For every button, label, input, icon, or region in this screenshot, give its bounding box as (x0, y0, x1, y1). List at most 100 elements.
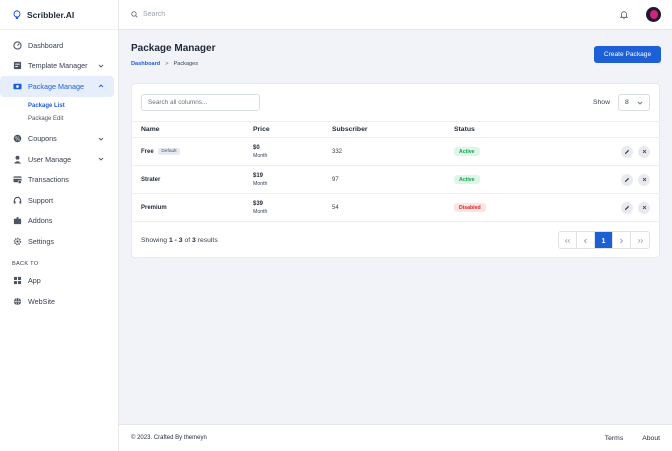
footer-link-about[interactable]: About (642, 434, 660, 442)
sidebar-item-label: Dashboard (28, 40, 64, 50)
packages-card: Show 8 Name Price Subscriber Status (131, 83, 660, 258)
page-footer: © 2023. Crafted By themeyn Terms About (119, 424, 672, 451)
app-grid-icon (12, 276, 22, 286)
footer-link-terms[interactable]: Terms (604, 434, 624, 442)
dashboard-icon (12, 40, 22, 50)
cell-price: $19 Month (253, 166, 332, 194)
table-header-row: Name Price Subscriber Status (132, 121, 659, 138)
delete-button[interactable] (638, 145, 650, 158)
results-total: 3 (192, 236, 196, 244)
edit-button[interactable] (621, 201, 634, 214)
delete-button[interactable] (638, 201, 650, 214)
sidebar-item-label: Coupons (28, 134, 57, 144)
sidebar-subitem-package-edit[interactable]: Package Edit (28, 116, 64, 122)
next-page-button[interactable] (613, 232, 631, 248)
brand[interactable]: Scribbler.AI (0, 0, 118, 30)
packages-table: Name Price Subscriber Status Free Defaul… (132, 121, 659, 222)
table-row: Strater $19 Month 97 Active (132, 166, 659, 194)
cell-status: Disabled (454, 194, 574, 222)
table-row: Premium $39 Month 54 Disabled (132, 194, 659, 222)
sidebar-item-support[interactable]: Support (0, 190, 114, 211)
last-page-button[interactable] (631, 232, 649, 248)
sidebar-item-transactions[interactable]: Transactions (0, 170, 114, 191)
header-status: Status (454, 126, 475, 133)
transactions-icon (12, 175, 22, 185)
sidebar-item-addons[interactable]: Addons (0, 211, 114, 232)
sidebar-item-label: Addons (28, 216, 53, 226)
package-name: Premium (141, 204, 167, 211)
sidebar-item-user-manage[interactable]: User Manage (0, 149, 114, 170)
results-of: of (184, 236, 191, 244)
sidebar-item-website[interactable]: WebSite (0, 291, 114, 312)
sidebar-item-label: User Manage (28, 154, 72, 164)
status-badge: Active (454, 175, 480, 184)
coupon-icon: % (12, 134, 22, 144)
sidebar-item-coupons[interactable]: % Coupons (0, 129, 114, 150)
sidebar-item-label: Template Manager (28, 61, 88, 71)
edit-button[interactable] (621, 145, 634, 158)
show-label: Show (592, 99, 610, 106)
pagination: 1 (558, 231, 650, 249)
sidebar-subitem-package-list[interactable]: Package List (28, 103, 65, 109)
cell-subscriber: 97 (332, 176, 339, 183)
prev-page-button[interactable] (577, 232, 595, 248)
header-subscriber: Subscriber (332, 126, 368, 133)
page-button-current[interactable]: 1 (595, 232, 613, 248)
status-badge: Disabled (454, 203, 486, 212)
cell-price: $0 Month (253, 138, 332, 166)
first-page-button[interactable] (559, 232, 577, 248)
cell-subscriber: 332 (332, 148, 343, 155)
breadcrumb-dashboard-link[interactable]: Dashboard (131, 61, 161, 67)
sidebar: Scribbler.AI Dashboard Template Manager … (0, 0, 119, 451)
brand-name: Scribbler.AI (27, 9, 75, 20)
breadcrumb-separator: > (165, 61, 169, 67)
global-search-input[interactable] (143, 11, 343, 18)
notification-bell-icon[interactable] (620, 10, 628, 19)
close-icon (642, 177, 646, 182)
sidebar-item-app[interactable]: App (0, 271, 114, 292)
pencil-icon (625, 177, 630, 182)
double-chevron-right-icon (637, 238, 643, 244)
support-icon (12, 195, 22, 205)
results-dash: - (174, 236, 177, 244)
page-size-value: 8 (625, 99, 629, 106)
sidebar-item-template-manager[interactable]: Template Manager (0, 56, 114, 77)
close-icon (642, 149, 646, 154)
results-suffix: results (197, 236, 218, 244)
chevron-down-icon (98, 137, 104, 141)
sidebar-item-package-manage[interactable]: Package Manage (0, 76, 114, 97)
page-title: Package Manager (131, 43, 216, 54)
table-toolbar: Show 8 (132, 84, 659, 121)
table-footer: Showing 1 - 3 of 3 results 1 (132, 222, 659, 258)
topbar (119, 0, 672, 30)
pencil-icon (625, 149, 630, 154)
page-size-select[interactable]: 8 (618, 94, 650, 111)
sidebar-item-settings[interactable]: Settings (0, 231, 114, 252)
package-name: Free (141, 149, 154, 156)
chevron-up-icon (98, 84, 104, 88)
svg-text:%: % (15, 137, 20, 143)
sidebar-item-label: Transactions (28, 175, 69, 185)
user-avatar[interactable] (646, 7, 661, 22)
chevron-right-icon (620, 238, 624, 244)
sidebar-item-label: WebSite (28, 296, 56, 306)
cell-status: Active (454, 138, 574, 166)
create-package-button[interactable]: Create Package (594, 46, 661, 63)
column-search-input[interactable] (141, 94, 260, 111)
cell-actions (574, 138, 659, 166)
table-row: Free Default $0 Month 332 Active (132, 138, 659, 166)
sidebar-item-dashboard[interactable]: Dashboard (0, 35, 114, 56)
package-name: Strater (141, 176, 161, 183)
chevron-down-icon (98, 64, 104, 68)
breadcrumb-current: Packages (173, 61, 199, 67)
header-name: Name (141, 126, 160, 133)
main-content: Package Manager Dashboard > Packages Cre… (119, 30, 672, 451)
global-search (119, 11, 620, 18)
edit-button[interactable] (621, 173, 634, 186)
breadcrumb: Dashboard > Packages (131, 61, 198, 67)
price-amount: $39 (253, 200, 264, 207)
delete-button[interactable] (638, 173, 650, 186)
header-price: Price (253, 126, 270, 133)
price-period: Month (253, 180, 268, 187)
chevron-down-icon (637, 101, 643, 105)
